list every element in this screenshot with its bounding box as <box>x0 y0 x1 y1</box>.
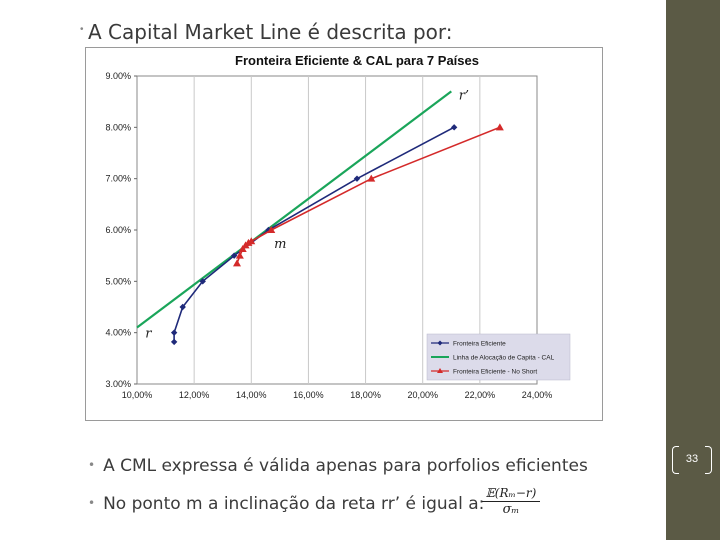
y-tick-label: 6.00% <box>105 225 131 235</box>
y-tick-label: 9.00% <box>105 71 131 81</box>
bullet-cml: • A CML expressa é válida apenas para por… <box>88 456 588 476</box>
x-tick-label: 10,00% <box>122 390 153 400</box>
data-point-diamond <box>170 329 178 336</box>
bullet-dot: • <box>88 458 96 472</box>
annotation-label: r’ <box>459 89 469 104</box>
x-tick-label: 14,00% <box>236 390 267 400</box>
formula-denominator: σₘ <box>502 502 520 517</box>
slide-title: A Capital Market Line é descrita por: <box>88 20 453 44</box>
data-point-triangle <box>495 123 504 131</box>
data-point-triangle <box>367 174 376 182</box>
data-point-diamond <box>179 303 186 311</box>
formula-numerator: 𝔼(Rₘ−r) <box>482 486 540 502</box>
data-point-diamond <box>199 278 206 285</box>
x-tick-label: 24,00% <box>522 390 553 400</box>
legend-label: Linha de Alocação de Capita - CAL <box>453 355 555 362</box>
y-tick-label: 8.00% <box>105 122 131 132</box>
x-tick-label: 12,00% <box>179 390 210 400</box>
annotation-label: r <box>145 327 152 342</box>
legend-box <box>426 333 571 381</box>
plot-area <box>136 75 538 385</box>
data-point-diamond <box>450 124 458 131</box>
page-number: 33 <box>668 444 716 474</box>
data-point-triangle <box>267 226 276 233</box>
y-tick-label: 4.00% <box>105 328 131 338</box>
bullet-text: A CML expressa é válida apenas para porf… <box>103 456 588 476</box>
x-tick-label: 16,00% <box>293 390 324 400</box>
chart: Fronteira Eficiente & CAL para 7 Países 1… <box>105 53 571 400</box>
x-tick-label: 20,00% <box>407 390 438 400</box>
series-line <box>173 126 455 342</box>
legend-label: Fronteira Eficiente - No Short <box>453 369 537 376</box>
chart-frame: Fronteira Eficiente & CAL para 7 Países 1… <box>85 47 603 421</box>
bracket-left <box>672 446 679 474</box>
data-point-diamond <box>170 338 178 346</box>
data-point-diamond <box>353 175 361 182</box>
chart-title: Fronteira Eficiente & CAL para 7 Países <box>235 53 479 68</box>
bullet-text: No ponto m a inclinação da reta rr’ é ig… <box>103 494 485 514</box>
title-bullet: • <box>80 24 84 35</box>
data-point-diamond <box>230 252 238 259</box>
y-tick-label: 5.00% <box>105 276 131 286</box>
y-tick-label: 3.00% <box>105 379 131 389</box>
slope-formula: 𝔼(Rₘ−r) σₘ <box>482 486 540 517</box>
data-point-triangle <box>247 237 256 245</box>
data-point-triangle <box>238 244 247 252</box>
y-tick-label: 7.00% <box>105 174 131 184</box>
annotation-label: m <box>274 237 286 252</box>
legend-label: Fronteira Eficiente <box>453 341 506 348</box>
bracket-right <box>705 446 712 474</box>
x-tick-label: 22,00% <box>465 390 496 400</box>
x-tick-label: 18,00% <box>350 390 381 400</box>
page-number-text: 33 <box>685 453 699 465</box>
data-point-triangle <box>235 251 244 259</box>
bullet-dot: • <box>88 496 96 510</box>
series-line <box>136 90 452 329</box>
legend-marker <box>437 340 443 346</box>
data-point-triangle <box>233 259 241 267</box>
legend-marker <box>437 368 443 373</box>
bullet-slope: • No ponto m a inclinação da reta rr’ é i… <box>88 494 484 514</box>
